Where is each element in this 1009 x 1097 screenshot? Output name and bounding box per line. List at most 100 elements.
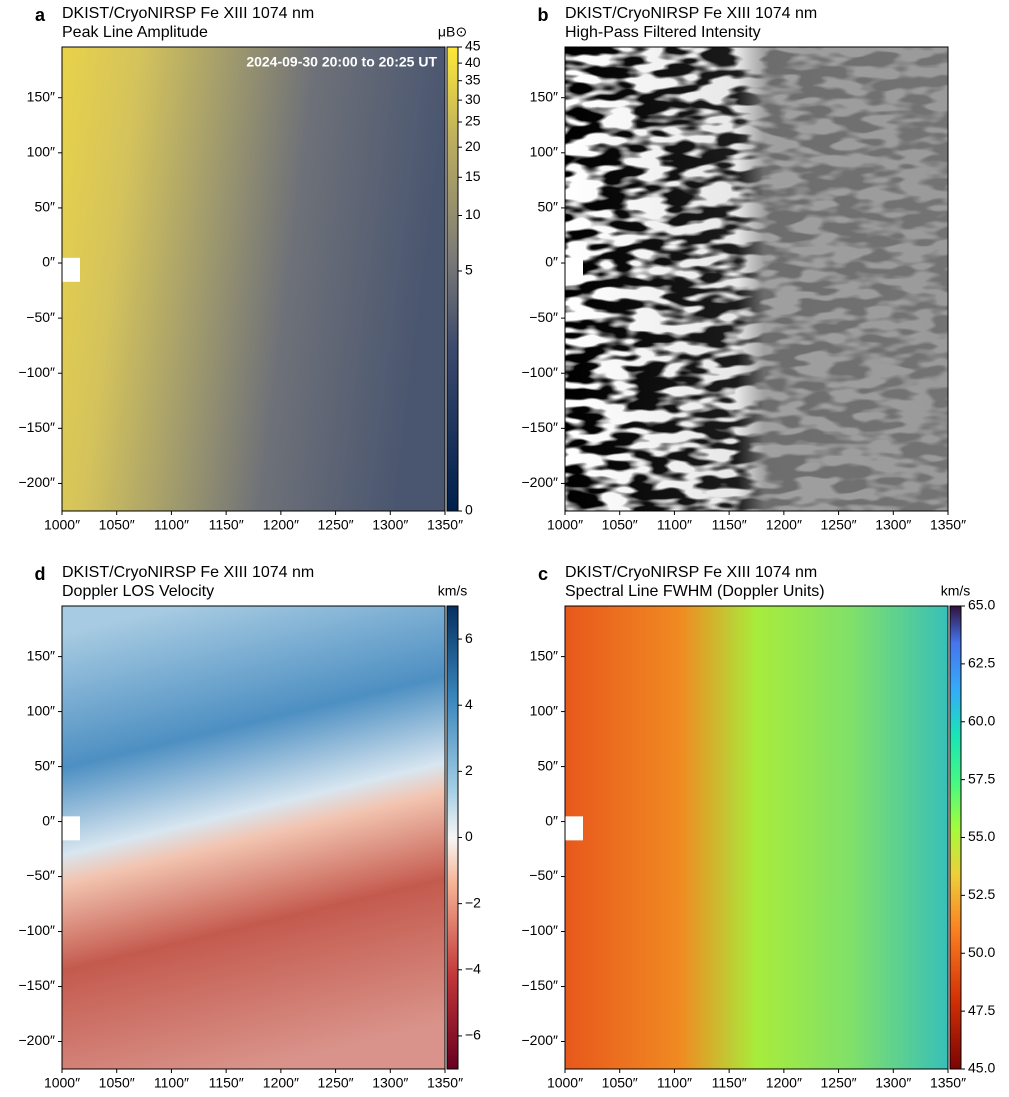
panel: d DKIST/CryoNIRSP Fe XIII 1074 nm Doppler … [19,564,482,1091]
x-tick-label: 1150″ [209,1075,244,1091]
colorbar-tick-label: 57.5 [968,770,995,786]
panel-letter: d [35,564,46,584]
colorbar-tick-label: 30 [465,91,481,107]
y-tick-label: 100″ [530,702,558,718]
x-tick-label: 1200″ [263,1075,299,1091]
chart-title: DKIST/CryoNIRSP Fe XIII 1074 nm [62,564,314,581]
colorbar-tick-label: −6 [465,1027,481,1043]
colorbar-tick-label: 5 [465,262,473,278]
x-tick-label: 1250″ [318,517,354,533]
y-tick-label: −100″ [19,364,56,380]
x-tick-label: 1350″ [930,517,966,533]
y-tick-label: 50″ [34,757,55,773]
y-tick-label: 50″ [537,199,558,215]
colorbar-tick-label: 6 [465,630,473,646]
annotation: 2024-09-30 20:00 to 20:25 UT [246,54,437,70]
frame [61,605,446,1070]
colorbar-tick-label: 35 [465,71,481,87]
x-tick-label: 1100″ [657,1075,692,1091]
y-tick-label: −100″ [522,922,559,938]
y-tick-label: 100″ [27,702,55,718]
y-tick-label: 0″ [42,254,55,270]
colorbar-tick-label: 60.0 [968,712,995,728]
colorbar-tick-label: 25 [465,113,481,129]
y-tick-label: −50″ [26,867,55,883]
chart-subtitle: Spectral Line FWHM (Doppler Units) [565,583,825,600]
colorbar-tick-label: 15 [465,168,481,184]
x-tick-label: 1100″ [154,517,189,533]
colorbar-label: μB⊙ [438,24,467,40]
colorbar-tick-label: 2 [465,762,473,778]
y-tick-label: 0″ [545,254,558,270]
colorbar [949,605,962,1070]
colorbar-tick-label: 65.0 [968,597,995,613]
y-tick-label: 150″ [27,647,55,663]
x-tick-label: 1300″ [372,517,408,533]
colorbar-tick-label: 45.0 [968,1060,995,1076]
y-tick-label: 100″ [27,144,55,160]
x-tick-label: 1300″ [875,517,911,533]
y-tick-label: −150″ [19,977,56,993]
x-tick-label: 1250″ [318,1075,354,1091]
frame [564,46,949,512]
image [565,606,948,1069]
y-tick-label: −150″ [522,419,559,435]
y-tick-label: 0″ [42,812,55,828]
y-tick-label: 50″ [537,757,558,773]
colorbar-tick-label: 20 [465,138,481,154]
colorbar-tick-label: 0 [465,502,473,518]
y-tick-label: −50″ [529,309,558,325]
panel: a DKIST/CryoNIRSP Fe XIII 1074 nm Peak Lin… [19,5,481,533]
chart-subtitle: High-Pass Filtered Intensity [565,24,761,41]
colorbar-tick-label: 45 [465,38,481,54]
data-gap [565,816,583,841]
y-tick-label: −200″ [19,1032,56,1048]
colorbar-tick-label: 40 [465,54,481,70]
x-tick-label: 1050″ [99,517,135,533]
y-tick-label: 150″ [530,647,558,663]
x-tick-label: 1350″ [930,1075,966,1091]
x-tick-label: 1050″ [99,1075,135,1091]
x-tick-label: 1350″ [427,517,463,533]
chart-title: DKIST/CryoNIRSP Fe XIII 1074 nm [565,5,817,22]
colorbar-tick-label: 0 [465,828,473,844]
data-gap [62,257,80,282]
colorbar-tick-label: 10 [465,206,481,222]
panel-letter: a [35,5,46,25]
colorbar-tick-label: 62.5 [968,655,995,671]
y-tick-label: −150″ [19,419,56,435]
image [62,47,445,511]
colorbar-label: km/s [941,583,971,599]
panel-letter: c [538,564,548,584]
x-tick-label: 1000″ [547,517,583,533]
data-gap [565,257,583,282]
chart-title: DKIST/CryoNIRSP Fe XIII 1074 nm [565,564,817,581]
x-tick-label: 1150″ [712,517,747,533]
y-tick-label: −200″ [522,1032,559,1048]
colorbar-tick-label: 47.5 [968,1002,995,1018]
chart-subtitle: Peak Line Amplitude [62,24,208,41]
colorbar-tick-label: −4 [465,960,481,976]
panel: c DKIST/CryoNIRSP Fe XIII 1074 nm Spectral… [522,564,996,1091]
y-tick-label: −50″ [529,867,558,883]
y-tick-label: −200″ [522,474,559,490]
x-tick-label: 1150″ [712,1075,747,1091]
colorbar-tick-label: 4 [465,696,473,712]
x-tick-label: 1250″ [821,1075,857,1091]
image-fade [565,47,948,511]
y-tick-label: 50″ [34,199,55,215]
x-tick-label: 1000″ [44,517,80,533]
y-tick-label: −150″ [522,977,559,993]
x-tick-label: 1150″ [209,517,244,533]
chart-title: DKIST/CryoNIRSP Fe XIII 1074 nm [62,5,314,22]
x-tick-label: 1200″ [766,1075,802,1091]
colorbar [446,46,459,512]
y-tick-label: 150″ [530,88,558,104]
x-tick-label: 1050″ [602,517,638,533]
x-tick-label: 1100″ [154,1075,189,1091]
x-tick-label: 1000″ [547,1075,583,1091]
x-tick-label: 1200″ [263,517,299,533]
y-tick-label: −200″ [19,474,56,490]
colorbar [446,605,459,1070]
